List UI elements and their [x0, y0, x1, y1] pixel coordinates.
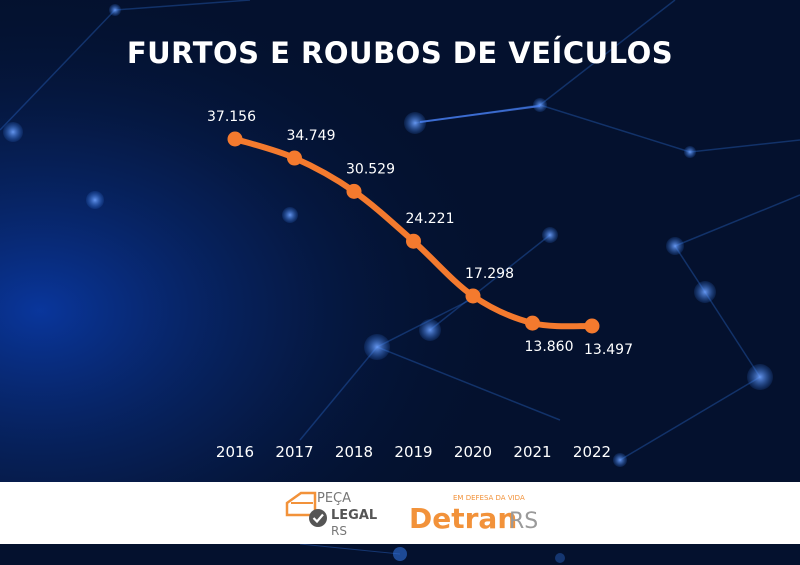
- check-icon: [309, 509, 327, 527]
- x-tick-2018: 2018: [335, 443, 373, 461]
- peca-legal-logo: PEÇA LEGAL RS: [285, 491, 377, 538]
- x-tick-2020: 2020: [454, 443, 492, 461]
- data-label-2020: 17.298: [465, 266, 514, 282]
- data-label-2018: 30.529: [346, 161, 395, 177]
- car-door-icon: [285, 491, 317, 517]
- bottom-network-strip: [0, 544, 800, 565]
- peca-legal-line2: LEGAL: [331, 508, 377, 523]
- data-point-2021: [525, 315, 540, 331]
- x-tick-2017: 2017: [275, 443, 313, 461]
- x-tick-2019: 2019: [394, 443, 432, 461]
- line-chart: 37.156 34.749 30.529 24.221 17.298 13.860 13.4…: [207, 109, 633, 461]
- data-point-2019: [406, 233, 421, 249]
- x-tick-2021: 2021: [513, 443, 551, 461]
- x-tick-2016: 2016: [216, 443, 254, 461]
- x-tick-2022: 2022: [573, 443, 611, 461]
- data-point-2022: [584, 318, 600, 334]
- peca-legal-line3: RS: [331, 524, 347, 538]
- footer-bar: PEÇA LEGAL RS EM DEFESA DA VIDA Detran R…: [0, 482, 800, 544]
- data-point-2018: [346, 183, 362, 199]
- chart-title: FURTOS E ROUBOS DE VEÍCULOS: [126, 36, 674, 70]
- detran-suffix: RS: [509, 509, 538, 534]
- data-label-2017: 34.749: [287, 128, 336, 144]
- detran-rs-logo: EM DEFESA DA VIDA Detran RS: [409, 494, 538, 535]
- data-label-2016: 37.156: [207, 109, 256, 125]
- detran-wordmark: Detran: [409, 502, 517, 535]
- data-label-2022: 13.497: [584, 342, 633, 358]
- data-label-2019: 24.221: [406, 211, 455, 227]
- data-point-2016: [227, 131, 243, 147]
- detran-tagline: EM DEFESA DA VIDA: [453, 494, 525, 502]
- data-label-2021: 13.860: [525, 339, 574, 355]
- peca-legal-line1: PEÇA: [317, 491, 351, 506]
- data-point-2020: [465, 288, 481, 304]
- series-line: [232, 136, 595, 330]
- data-point-2017: [287, 150, 302, 166]
